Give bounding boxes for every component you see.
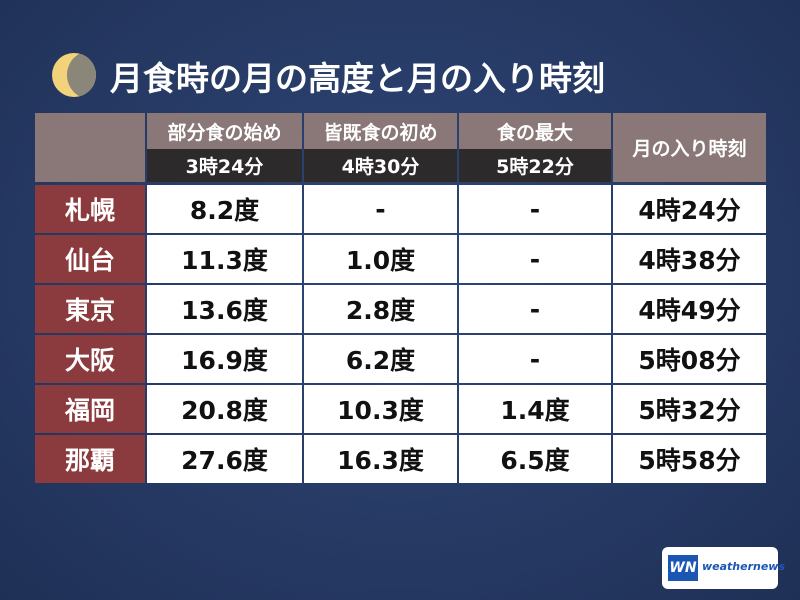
table-cell: 16.9度 bbox=[147, 335, 302, 383]
table-cell: 5時32分 bbox=[613, 385, 766, 433]
column-header: 食の最大 bbox=[459, 113, 611, 149]
moon-icon bbox=[52, 53, 96, 97]
row-header: 仙台 bbox=[35, 235, 145, 283]
table-cell: 11.3度 bbox=[147, 235, 302, 283]
table-cell: - bbox=[304, 185, 457, 233]
column-time: 4時30分 bbox=[304, 149, 457, 182]
table-cell: 27.6度 bbox=[147, 435, 302, 483]
table-cell: 6.5度 bbox=[459, 435, 611, 483]
table-cell: 5時08分 bbox=[613, 335, 766, 383]
column-time: 3時24分 bbox=[147, 149, 302, 182]
table-cell: 2.8度 bbox=[304, 285, 457, 333]
table-cell: 13.6度 bbox=[147, 285, 302, 333]
column-header: 部分食の始め bbox=[147, 113, 302, 149]
table-cell: - bbox=[459, 235, 611, 283]
column-header: 皆既食の初め bbox=[304, 113, 457, 149]
corner-cell bbox=[35, 113, 145, 182]
row-header: 那覇 bbox=[35, 435, 145, 483]
row-header: 大阪 bbox=[35, 335, 145, 383]
row-header: 札幌 bbox=[35, 185, 145, 233]
table-cell: - bbox=[459, 335, 611, 383]
table-cell: 1.4度 bbox=[459, 385, 611, 433]
logo-mark: WN bbox=[668, 555, 698, 581]
logo-text: weathernews bbox=[702, 560, 786, 573]
table-cell: - bbox=[459, 185, 611, 233]
table-cell: 4時38分 bbox=[613, 235, 766, 283]
table-cell: 4時24分 bbox=[613, 185, 766, 233]
table-cell: 1.0度 bbox=[304, 235, 457, 283]
row-header: 福岡 bbox=[35, 385, 145, 433]
table-cell: - bbox=[459, 285, 611, 333]
column-time: 5時22分 bbox=[459, 149, 611, 182]
table-cell: 5時58分 bbox=[613, 435, 766, 483]
table-cell: 6.2度 bbox=[304, 335, 457, 383]
table-cell: 20.8度 bbox=[147, 385, 302, 433]
table-cell: 4時49分 bbox=[613, 285, 766, 333]
row-header: 東京 bbox=[35, 285, 145, 333]
table-cell: 10.3度 bbox=[304, 385, 457, 433]
table-cell: 16.3度 bbox=[304, 435, 457, 483]
logo: WN weathernews bbox=[662, 547, 785, 589]
column-header: 月の入り時刻 bbox=[613, 113, 766, 182]
title: 月食時の月の高度と月の入り時刻 bbox=[110, 59, 605, 98]
table-cell: 8.2度 bbox=[147, 185, 302, 233]
